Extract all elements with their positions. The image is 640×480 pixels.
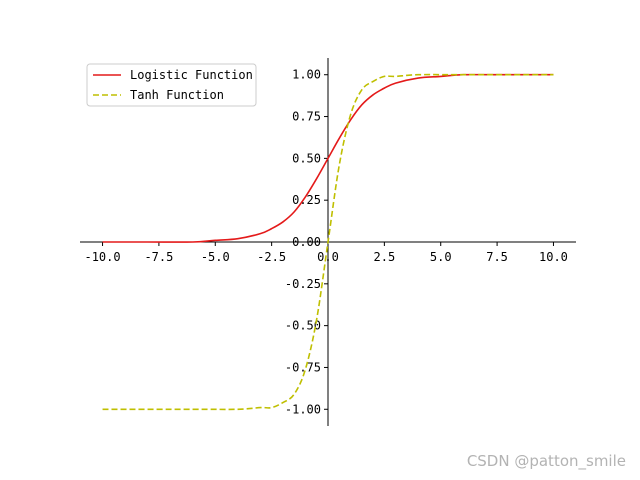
y-tick-label: 0.00 <box>292 235 321 249</box>
x-tick-label: 2.5 <box>374 250 396 264</box>
y-tick-label: -0.75 <box>285 360 321 374</box>
x-tick-label: -2.5 <box>257 250 286 264</box>
y-tick-label: -0.50 <box>285 319 321 333</box>
x-tick-label: -5.0 <box>201 250 230 264</box>
legend-label-1: Tanh Function <box>130 88 224 102</box>
series-line-0 <box>102 73 554 243</box>
y-tick-label: 1.00 <box>292 68 321 82</box>
series-layer <box>102 73 554 411</box>
watermark: CSDN @patton_smile <box>466 452 626 470</box>
legend: Logistic Function Tanh Function <box>86 63 257 107</box>
axes: -10.0 -7.5 -5.0 -2.5 0.0 2.5 5.0 7.5 10.0 -1.00 -0… <box>80 58 576 426</box>
x-tick-label: -7.5 <box>144 250 173 264</box>
y-tick-label: -1.00 <box>285 402 321 416</box>
y-tick-label: 0.25 <box>292 193 321 207</box>
y-tick-label: 0.75 <box>292 110 321 124</box>
x-tick-label: 7.5 <box>486 250 508 264</box>
legend-box <box>86 63 257 107</box>
series-line-1 <box>102 73 554 411</box>
y-tick-label: 0.50 <box>292 151 321 165</box>
x-tick-label: 5.0 <box>430 250 452 264</box>
x-tick-label: 0.0 <box>317 250 339 264</box>
x-tick-label: 10.0 <box>539 250 568 264</box>
x-tick-label: -10.0 <box>84 250 120 264</box>
legend-label-0: Logistic Function <box>130 68 253 82</box>
y-tick-label: -0.25 <box>285 277 321 291</box>
